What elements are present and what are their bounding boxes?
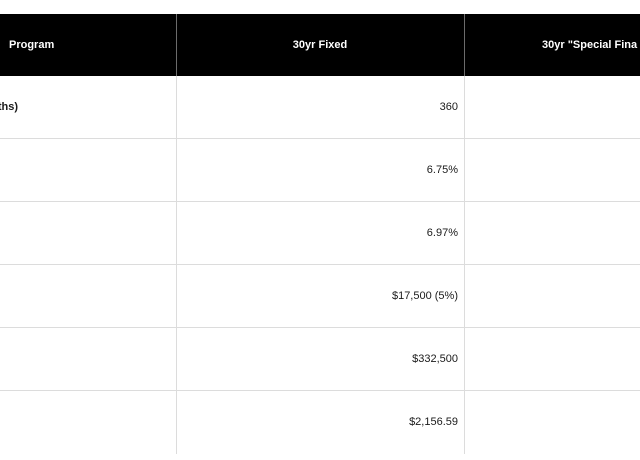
- special-value: [465, 76, 640, 138]
- table-row: $2,156.59: [0, 391, 640, 454]
- header-30yr-fixed-label: 30yr Fixed: [292, 39, 348, 51]
- special-value: [465, 202, 640, 264]
- column-divider: [176, 391, 177, 454]
- header-program: Program: [0, 14, 176, 76]
- column-divider: [464, 202, 465, 265]
- header-program-label: Program: [9, 39, 55, 51]
- column-divider: [464, 265, 465, 328]
- column-divider: [176, 328, 177, 391]
- table-row: 6.97%: [0, 202, 640, 265]
- column-divider: [176, 139, 177, 202]
- fixed-value: 6.75%: [426, 164, 458, 176]
- table-header-row: Program 30yr Fixed 30yr "Special Fina: [0, 14, 640, 76]
- column-divider: [176, 76, 177, 139]
- fixed-value: 6.97%: [426, 227, 458, 239]
- special-value: [465, 391, 640, 453]
- row-label: ths): [0, 101, 18, 113]
- header-divider: [464, 14, 465, 76]
- column-divider: [176, 202, 177, 265]
- column-divider: [464, 76, 465, 139]
- special-value: [465, 265, 640, 327]
- fixed-value: $2,156.59: [409, 416, 458, 428]
- column-divider: [464, 139, 465, 202]
- column-divider: [464, 328, 465, 391]
- table-row: $17,500 (5%): [0, 265, 640, 328]
- column-divider: [464, 391, 465, 454]
- column-divider: [176, 265, 177, 328]
- top-margin: [0, 0, 640, 14]
- table-row: $332,500: [0, 328, 640, 391]
- fixed-value: $17,500 (5%): [391, 290, 458, 302]
- table-row: ths) 360: [0, 76, 640, 139]
- header-30yr-fixed: 30yr Fixed: [176, 14, 464, 76]
- header-special-financing-label: 30yr "Special Fina: [542, 39, 638, 51]
- special-value: [465, 139, 640, 201]
- row-label: [0, 265, 176, 327]
- fixed-value: $332,500: [412, 353, 458, 365]
- row-label: [0, 391, 176, 453]
- row-label: [0, 202, 176, 264]
- row-label: [0, 139, 176, 201]
- header-special-financing: 30yr "Special Fina: [465, 14, 640, 76]
- special-value: [465, 328, 640, 390]
- header-divider: [176, 14, 177, 76]
- table-row: 6.75%: [0, 139, 640, 202]
- row-label: [0, 328, 176, 390]
- fixed-value: 360: [439, 101, 458, 113]
